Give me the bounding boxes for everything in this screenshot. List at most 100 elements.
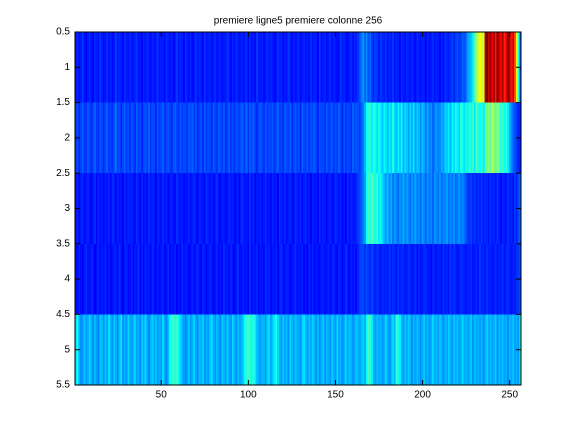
heatmap-cell	[489, 173, 492, 244]
heatmap-cell	[418, 32, 421, 103]
heatmap-cell	[416, 102, 419, 174]
heatmap-cell	[494, 32, 498, 103]
heatmap-cell	[203, 314, 207, 385]
heatmap-cell	[484, 102, 487, 174]
heatmap-cell	[184, 314, 187, 385]
heatmap-cell	[287, 173, 290, 244]
heatmap-cell	[165, 102, 168, 174]
heatmap-cell	[135, 32, 139, 103]
heatmap-cell	[104, 173, 107, 244]
heatmap-cell	[477, 173, 480, 244]
heatmap-cell	[149, 32, 153, 103]
heatmap-cell	[268, 173, 271, 244]
heatmap-cell	[177, 32, 180, 103]
heatmap-cell	[460, 32, 463, 103]
heatmap-cell	[118, 243, 121, 315]
heatmap-cell	[134, 173, 137, 244]
heatmap-cell	[261, 102, 264, 174]
heatmap-cell	[345, 314, 348, 385]
heatmap-cell	[282, 173, 285, 244]
heatmap-cell	[357, 314, 360, 385]
heatmap-cell	[409, 32, 412, 103]
heatmap-cell	[195, 314, 198, 385]
heatmap-cell	[275, 32, 278, 103]
heatmap-cell	[444, 173, 447, 244]
heatmap-cell	[353, 314, 356, 385]
heatmap-cell	[184, 173, 187, 244]
heatmap-cell	[111, 102, 114, 174]
heatmap-cell	[341, 32, 344, 103]
heatmap-cell	[313, 32, 316, 103]
y-tick-label: 5	[64, 344, 70, 355]
heatmap-cell	[421, 173, 424, 244]
heatmap-cell	[374, 243, 377, 315]
heatmap-cell	[233, 314, 236, 385]
heatmap-cell	[104, 243, 107, 315]
heatmap-cell	[496, 314, 499, 385]
heatmap-cell	[470, 32, 473, 103]
heatmap-cell	[339, 102, 342, 174]
heatmap-cell	[411, 173, 414, 244]
heatmap-cell	[156, 314, 160, 385]
heatmap-cell	[243, 102, 247, 174]
heatmap-cell	[447, 314, 450, 385]
heatmap-cell	[331, 32, 334, 103]
heatmap-cell	[308, 173, 311, 244]
heatmap-cell	[203, 243, 207, 315]
heatmap-cell	[85, 243, 88, 315]
heatmap-cell	[378, 314, 381, 385]
heatmap-cell	[392, 32, 395, 103]
heatmap-cell	[203, 102, 207, 174]
heatmap-cell	[144, 173, 147, 244]
heatmap-cell	[257, 173, 261, 244]
heatmap-cell	[92, 243, 95, 315]
heatmap-cell	[102, 243, 106, 315]
heatmap-cell	[332, 314, 335, 385]
heatmap-cell	[214, 314, 217, 385]
heatmap-cell	[169, 314, 172, 385]
heatmap-cell	[287, 102, 290, 174]
heatmap-cell	[444, 102, 447, 174]
heatmap-cell	[426, 102, 430, 174]
heatmap-cell	[461, 102, 464, 174]
heatmap-cell	[172, 314, 175, 385]
heatmap-cell	[130, 102, 133, 174]
heatmap-cell	[451, 173, 454, 244]
heatmap-cell	[304, 243, 308, 315]
x-tick-label: 200	[414, 390, 431, 401]
heatmap-cell	[482, 243, 485, 315]
heatmap-cell	[186, 314, 189, 385]
heatmap-cell	[237, 32, 240, 103]
heatmap-cell	[186, 243, 189, 315]
heatmap-cell	[284, 243, 287, 315]
heatmap-cell	[345, 243, 348, 315]
heatmap-cell	[132, 243, 135, 315]
heatmap-cell	[463, 102, 466, 174]
heatmap-cell	[238, 173, 241, 244]
heatmap-cell	[334, 243, 337, 315]
heatmap-cell	[454, 173, 457, 244]
heatmap-cell	[148, 102, 151, 174]
heatmap-cell	[400, 173, 403, 244]
heatmap-cell	[223, 32, 226, 103]
heatmap-cell	[404, 314, 407, 385]
heatmap-cell	[451, 243, 454, 315]
heatmap-cell	[254, 314, 257, 385]
heatmap-cell	[365, 102, 369, 174]
heatmap-cell	[458, 243, 461, 315]
heatmap-cell	[158, 102, 161, 174]
heatmap-cell	[176, 314, 179, 385]
heatmap-cell	[235, 32, 238, 103]
heatmap-cell	[355, 243, 358, 315]
heatmap-cell	[355, 314, 358, 385]
heatmap-cell	[189, 243, 193, 315]
heatmap-cell	[472, 32, 475, 103]
heatmap-cell	[406, 173, 409, 244]
heatmap-cell	[465, 173, 468, 244]
heatmap-cell	[113, 314, 116, 385]
heatmap-cell	[345, 173, 348, 244]
heatmap-cell	[325, 173, 329, 244]
heatmap-cell	[195, 102, 198, 174]
heatmap-cell	[393, 314, 396, 385]
heatmap-cell	[350, 173, 353, 244]
